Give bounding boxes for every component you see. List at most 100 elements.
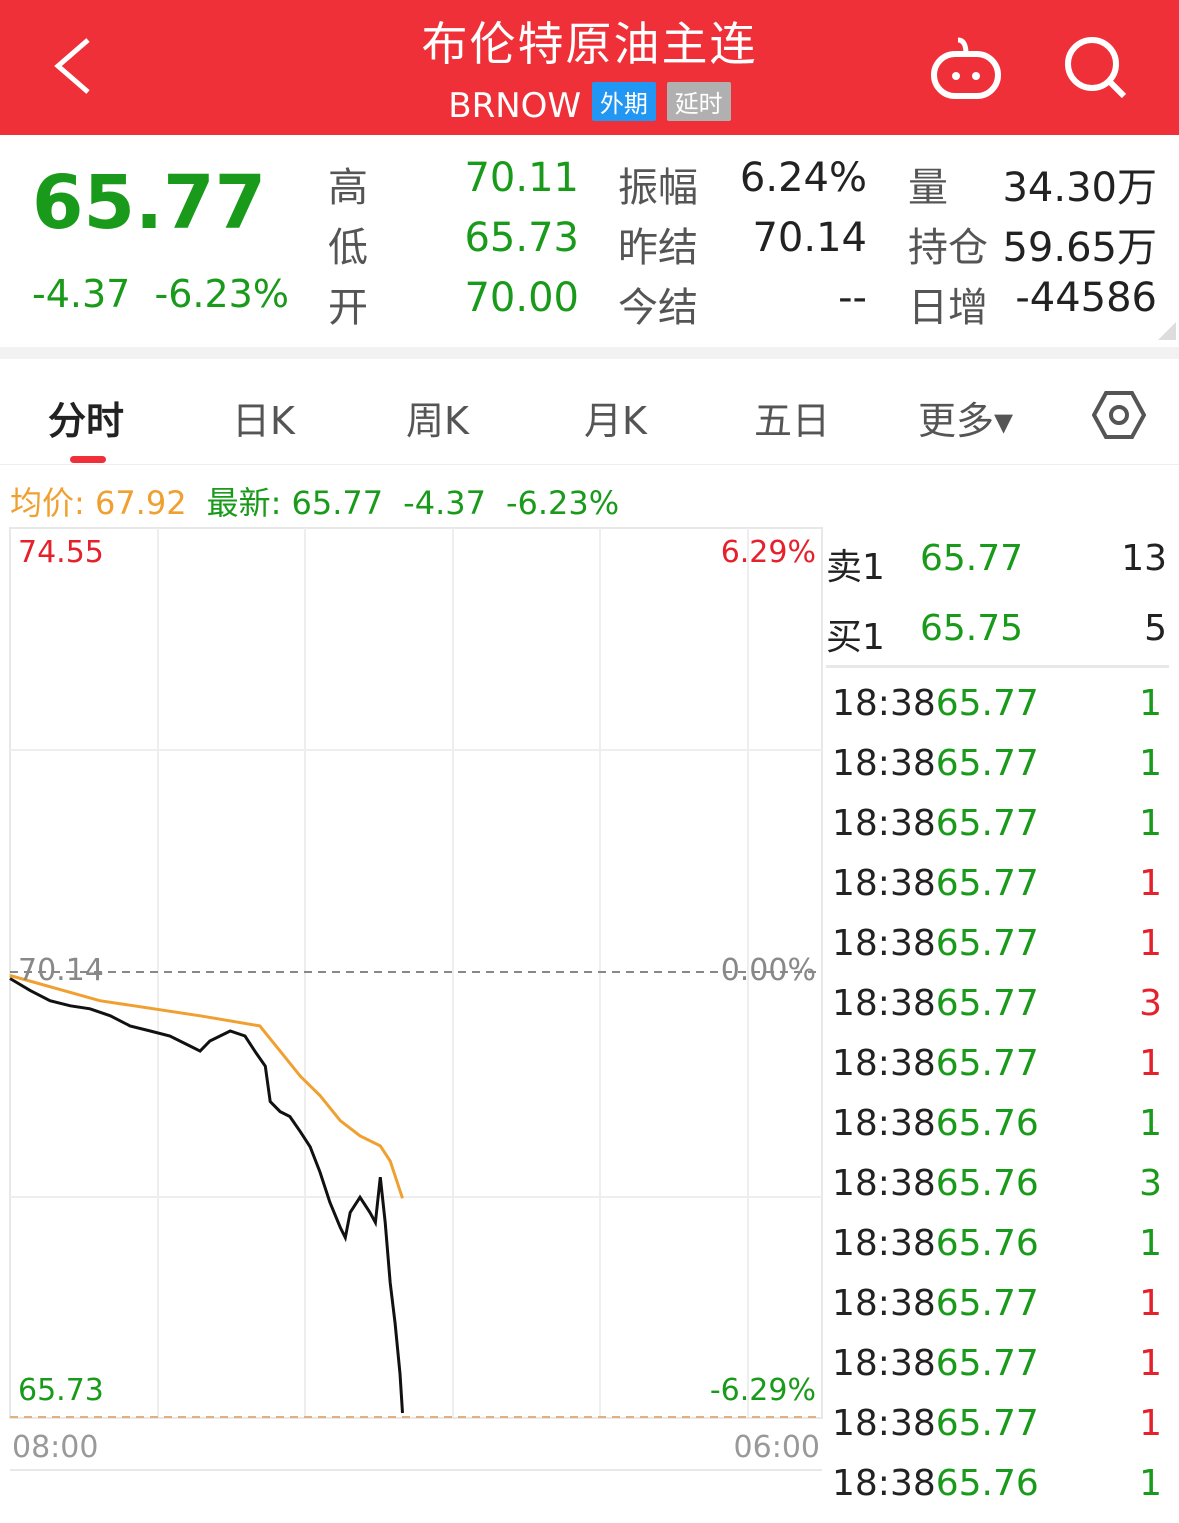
settings-hexagon-icon[interactable] (1092, 390, 1146, 440)
trade-volume: 1 (1139, 1043, 1162, 1084)
orderbook-volume: 13 (1121, 538, 1167, 579)
pct-label-bottom: -6.29% (710, 1373, 816, 1408)
orderbook-label: 买1 (826, 617, 885, 658)
field-value: -- (838, 275, 867, 321)
active-tab-indicator (70, 456, 106, 463)
intraday-chart[interactable]: 74.55 70.14 65.73 6.29% 0.00% -6.29% 08:… (0, 520, 826, 1482)
trade-price: 65.77 (935, 983, 1039, 1024)
trade-time: 18:38 (832, 1163, 936, 1204)
trade-time: 18:38 (832, 683, 936, 724)
delay-badge: 延时 (666, 82, 731, 121)
price-line (9, 977, 404, 1414)
trade-row: 18:3865.76 1 (832, 1463, 1162, 1523)
back-icon[interactable] (50, 36, 100, 96)
trade-time: 18:38 (832, 863, 936, 904)
page-title: 布伦特原油主连 (421, 17, 758, 71)
trade-time: 18:38 (832, 1223, 936, 1264)
tab-4[interactable]: 五日 (754, 399, 831, 443)
trade-volume: 1 (1139, 1103, 1162, 1144)
x-label-end: 06:00 (734, 1430, 820, 1465)
trade-volume: 1 (1139, 1223, 1162, 1264)
trade-price: 65.77 (935, 1343, 1039, 1384)
field-value: 6.24% (739, 155, 867, 201)
trade-price: 65.77 (935, 1043, 1039, 1084)
trade-volume: 1 (1139, 863, 1162, 904)
robot-icon[interactable] (930, 36, 1002, 100)
trade-price: 65.76 (935, 1163, 1039, 1204)
change-value: -4.37 (32, 272, 131, 316)
field-label: 开 (328, 285, 368, 331)
pct-label-top: 6.29% (721, 535, 816, 570)
tab-1[interactable]: 日K (232, 399, 295, 443)
trade-time: 18:38 (832, 1283, 936, 1324)
trade-time: 18:38 (832, 1043, 936, 1084)
avg-price: 均价: 67.92 (10, 484, 187, 522)
trade-time: 18:38 (832, 803, 936, 844)
divider (0, 347, 1179, 359)
field-value: 59.65万 (1002, 225, 1157, 271)
latest-change-pct: -6.23% (505, 484, 620, 522)
trade-price: 65.77 (935, 803, 1039, 844)
trade-price: 65.77 (935, 1283, 1039, 1324)
field-label: 高 (328, 165, 368, 211)
trade-row: 18:3865.77 1 (832, 863, 1162, 923)
latest-price: 最新: 65.77 (206, 484, 384, 522)
x-label-start: 08:00 (12, 1430, 98, 1465)
corner-indicator-icon (1158, 322, 1176, 340)
trade-price: 65.76 (935, 1463, 1039, 1504)
trade-time: 18:38 (832, 1343, 936, 1384)
tab-2[interactable]: 周K (406, 399, 469, 443)
pct-label-mid: 0.00% (721, 953, 816, 988)
trade-price: 65.76 (935, 1223, 1039, 1264)
chart-tabs: 分时 日K 周K 月K 五日 更多▾ (0, 360, 1179, 465)
chart-info-bar: 均价: 67.92 最新: 65.77 -4.37 -6.23% (10, 478, 639, 524)
trade-row: 18:3865.77 1 (832, 1043, 1162, 1103)
tab-5[interactable]: 更多▾ (918, 399, 1014, 443)
field-label: 日增 (908, 285, 988, 331)
trade-volume: 1 (1139, 1343, 1162, 1384)
orderbook-divider (826, 665, 1169, 668)
field-label: 低 (328, 225, 368, 271)
field-label: 持仓 (908, 225, 988, 271)
field-value: 70.00 (464, 275, 579, 321)
trade-time: 18:38 (832, 1103, 936, 1144)
subtitle: BRNOW 外期 延时 (0, 82, 1179, 126)
trade-price: 65.77 (935, 863, 1039, 904)
avg-price-line (9, 974, 404, 1199)
field-value: 34.30万 (1002, 165, 1157, 211)
field-label: 今结 (618, 285, 698, 331)
y-label-mid: 70.14 (18, 953, 104, 988)
trade-volume: 1 (1139, 803, 1162, 844)
trade-price: 65.76 (935, 1103, 1039, 1144)
header: 布伦特原油主连 BRNOW 外期 延时 (0, 0, 1179, 135)
field-value: -44586 (1015, 275, 1157, 321)
orderbook-volume: 5 (1144, 608, 1167, 649)
search-icon[interactable] (1062, 36, 1128, 100)
ticker-code: BRNOW (448, 86, 582, 126)
tab-0[interactable]: 分时 (48, 399, 125, 443)
trade-row: 18:3865.77 1 (832, 743, 1162, 803)
field-label: 量 (908, 165, 948, 211)
orderbook-price: 65.77 (920, 538, 1024, 579)
trade-time: 18:38 (832, 1463, 936, 1504)
trade-row: 18:3865.76 1 (832, 1223, 1162, 1283)
trade-price: 65.77 (935, 683, 1039, 724)
trade-price: 65.77 (935, 923, 1039, 964)
field-value: 70.14 (752, 215, 867, 261)
trade-time: 18:38 (832, 1403, 936, 1444)
trade-time: 18:38 (832, 743, 936, 784)
last-price: 65.77 (32, 160, 267, 246)
orderbook-label: 卖1 (826, 547, 885, 588)
orderbook-price: 65.75 (920, 608, 1024, 649)
trade-row: 18:3865.77 1 (832, 1343, 1162, 1403)
trade-time: 18:38 (832, 983, 936, 1024)
trade-volume: 1 (1139, 1403, 1162, 1444)
trade-volume: 1 (1139, 683, 1162, 724)
trade-price: 65.77 (935, 743, 1039, 784)
price-change: -4.37 -6.23% (32, 272, 289, 316)
trade-volume: 3 (1139, 1163, 1162, 1204)
trade-volume: 1 (1139, 1283, 1162, 1324)
tab-3[interactable]: 月K (584, 399, 647, 443)
trade-price: 65.77 (935, 1403, 1039, 1444)
trade-volume: 1 (1139, 743, 1162, 784)
